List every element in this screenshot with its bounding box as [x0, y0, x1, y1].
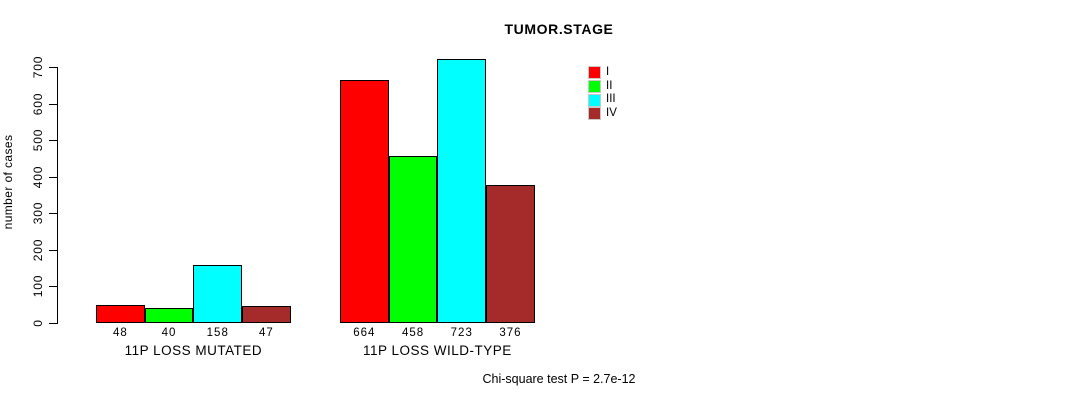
y-tick — [49, 67, 57, 68]
y-tick — [49, 213, 57, 215]
y-tick-label: 100 — [31, 275, 45, 298]
legend: I II III IV — [588, 66, 617, 121]
y-axis-line — [57, 67, 58, 324]
legend-swatch-icon — [588, 80, 601, 94]
bar-stage-IV — [486, 185, 535, 323]
legend-label: III — [606, 93, 616, 106]
y-tick — [49, 103, 57, 105]
bar-stage-I — [96, 305, 145, 323]
bar-value-label: 664 — [353, 327, 376, 339]
bar-stage-III — [437, 58, 487, 323]
bar-stage-I — [340, 80, 389, 323]
bar-value-label: 158 — [206, 327, 229, 339]
chart-title: TUMOR.STAGE — [504, 21, 614, 37]
y-axis-title: number of cases — [1, 134, 15, 230]
legend-label: IV — [606, 107, 617, 120]
legend-item-I: I — [588, 66, 617, 80]
y-tick — [49, 323, 57, 324]
legend-label: I — [606, 66, 610, 79]
legend-item-IV: IV — [588, 107, 617, 121]
legend-item-II: II — [588, 80, 617, 94]
chi-square-note: Chi-square test P = 2.7e-12 — [482, 372, 636, 386]
bar-stage-IV — [242, 305, 291, 323]
legend-item-III: III — [588, 93, 617, 107]
bar-value-label: 723 — [450, 327, 473, 339]
legend-swatch-icon — [588, 107, 601, 121]
y-tick-label: 200 — [31, 238, 45, 262]
y-tick-label: 300 — [31, 202, 45, 225]
bar-value-label: 48 — [112, 327, 128, 339]
legend-swatch-icon — [588, 93, 601, 107]
bar-value-label: 40 — [161, 327, 177, 339]
bar-value-label: 376 — [499, 327, 522, 339]
y-tick-label: 500 — [31, 128, 45, 152]
y-tick-label: 700 — [31, 55, 45, 79]
y-tick — [49, 176, 57, 178]
bar-value-label: 47 — [259, 327, 274, 339]
y-tick-label: 0 — [31, 319, 45, 327]
y-tick-label: 600 — [31, 92, 45, 115]
group-label: 11P LOSS MUTATED — [124, 343, 263, 358]
bar-value-label: 458 — [401, 327, 425, 339]
legend-swatch-icon — [588, 66, 601, 80]
bar-stage-II — [388, 155, 438, 323]
legend-label: II — [606, 79, 613, 92]
y-tick — [49, 286, 57, 288]
group-label: 11P LOSS WILD-TYPE — [362, 343, 512, 358]
bar-stage-II — [144, 308, 194, 323]
bar-stage-III — [193, 265, 243, 323]
y-tick-label: 400 — [31, 165, 45, 188]
y-tick — [49, 140, 57, 142]
y-tick — [49, 249, 57, 251]
